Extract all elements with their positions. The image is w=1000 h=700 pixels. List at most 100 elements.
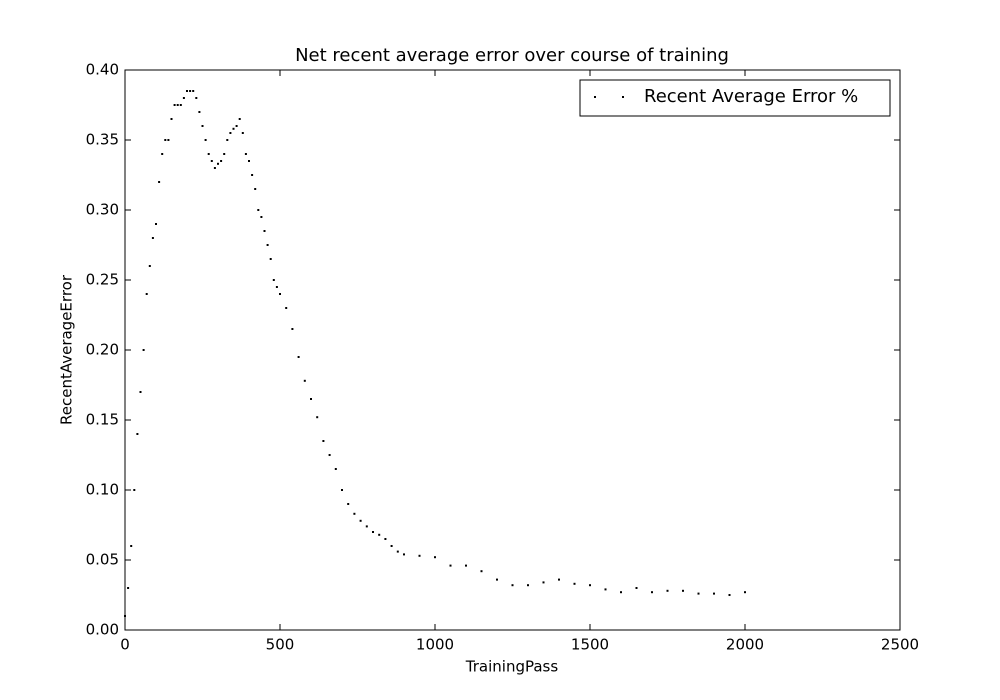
point <box>682 589 684 592</box>
point <box>744 591 746 594</box>
x-tick-label: 2000 <box>726 636 764 654</box>
point <box>635 587 638 589</box>
point <box>542 581 545 584</box>
point <box>155 223 157 225</box>
point <box>235 125 238 127</box>
x-tick-label: 1500 <box>571 636 609 654</box>
point <box>341 489 343 491</box>
point <box>226 139 229 141</box>
point <box>527 584 529 587</box>
point <box>170 118 173 120</box>
y-tick-label: 0.20 <box>86 341 119 359</box>
point <box>127 587 130 589</box>
point <box>573 582 576 585</box>
point <box>651 591 653 594</box>
point <box>151 237 154 239</box>
point <box>254 188 257 190</box>
point <box>198 111 201 113</box>
y-tick-label: 0.35 <box>86 131 119 149</box>
point <box>434 556 436 559</box>
point <box>244 153 247 155</box>
x-tick-label: 1000 <box>416 636 454 654</box>
point <box>303 379 306 382</box>
x-tick-label: 0 <box>120 636 130 654</box>
point <box>390 545 393 547</box>
point <box>220 160 223 162</box>
point <box>238 118 241 120</box>
point <box>263 230 266 232</box>
point <box>201 125 204 127</box>
point <box>365 525 368 528</box>
y-axis-label: RecentAverageError <box>58 274 76 425</box>
point <box>210 160 213 162</box>
point <box>130 545 133 547</box>
point <box>291 328 294 330</box>
point <box>195 97 198 99</box>
x-tick-label: 500 <box>266 636 295 654</box>
point <box>173 104 176 106</box>
y-tick-label: 0.15 <box>86 411 119 429</box>
point <box>179 104 182 106</box>
point <box>666 589 669 592</box>
point <box>161 153 164 155</box>
point <box>328 454 331 456</box>
point <box>359 519 362 522</box>
point <box>396 550 399 553</box>
point <box>449 564 452 567</box>
point <box>496 578 498 581</box>
point <box>217 162 219 165</box>
legend-marker <box>622 96 624 98</box>
legend-label: Recent Average Error % <box>644 86 858 107</box>
x-axis-label: TrainingPass <box>465 658 559 676</box>
point <box>133 489 136 491</box>
point <box>378 533 381 536</box>
y-tick-label: 0.10 <box>86 481 119 499</box>
point <box>176 104 179 106</box>
point <box>164 139 167 141</box>
point <box>167 139 170 141</box>
point <box>372 531 374 533</box>
legend-marker <box>594 96 596 98</box>
point <box>204 139 207 141</box>
point <box>310 398 312 400</box>
point <box>158 181 161 183</box>
point <box>604 588 607 591</box>
point <box>251 174 254 176</box>
point <box>697 592 700 595</box>
y-tick-label: 0.25 <box>86 271 119 289</box>
point <box>334 468 337 470</box>
point <box>124 615 126 617</box>
point <box>232 127 235 130</box>
point <box>620 591 622 594</box>
point <box>713 592 715 595</box>
point <box>248 160 250 162</box>
point <box>418 554 421 557</box>
point <box>213 167 216 169</box>
y-tick-label: 0.00 <box>86 621 119 639</box>
point <box>347 503 350 505</box>
point <box>465 564 467 567</box>
point <box>384 538 387 540</box>
chart-title: Net recent average error over course of … <box>295 45 729 66</box>
point <box>136 433 139 435</box>
point <box>589 584 591 587</box>
point <box>316 416 319 419</box>
point <box>145 293 148 295</box>
point <box>558 578 560 581</box>
point <box>728 594 731 596</box>
point <box>229 132 232 134</box>
point <box>139 391 142 393</box>
x-tick-label: 2500 <box>881 636 919 654</box>
point <box>189 90 192 92</box>
point <box>279 293 281 295</box>
point <box>272 279 275 281</box>
legend-box <box>579 79 891 117</box>
point <box>186 90 188 92</box>
point <box>511 584 514 587</box>
y-tick-label: 0.05 <box>86 551 119 569</box>
point <box>260 216 263 218</box>
point <box>275 286 278 288</box>
